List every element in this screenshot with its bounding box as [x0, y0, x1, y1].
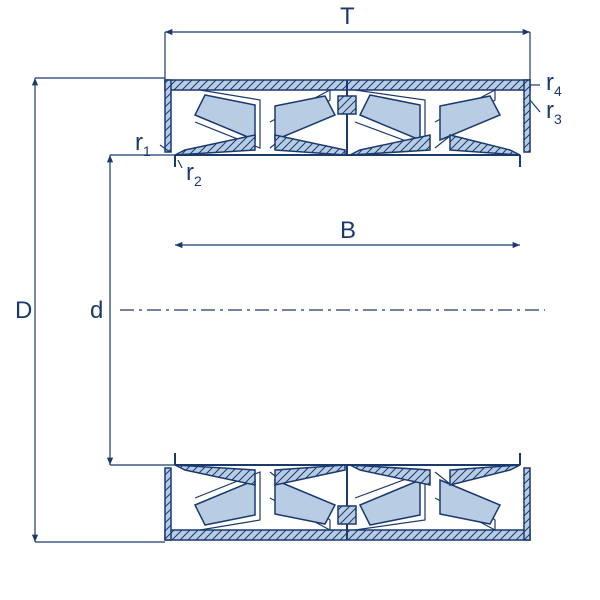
roller: [360, 480, 420, 525]
dim-T: T: [340, 3, 355, 30]
dim-B: B: [340, 217, 356, 244]
dim-r1: r1: [135, 129, 151, 159]
roller: [440, 96, 500, 140]
dim-r2: r2: [186, 159, 202, 189]
roller: [275, 480, 335, 524]
dim-d: d: [90, 297, 103, 324]
roller: [440, 480, 500, 524]
dim-r3: r3: [546, 97, 562, 127]
roller: [360, 95, 420, 140]
roller: [195, 95, 255, 140]
dim-D: D: [15, 297, 32, 324]
roller: [195, 480, 255, 525]
roller: [275, 96, 335, 140]
dim-r4: r4: [546, 69, 562, 99]
